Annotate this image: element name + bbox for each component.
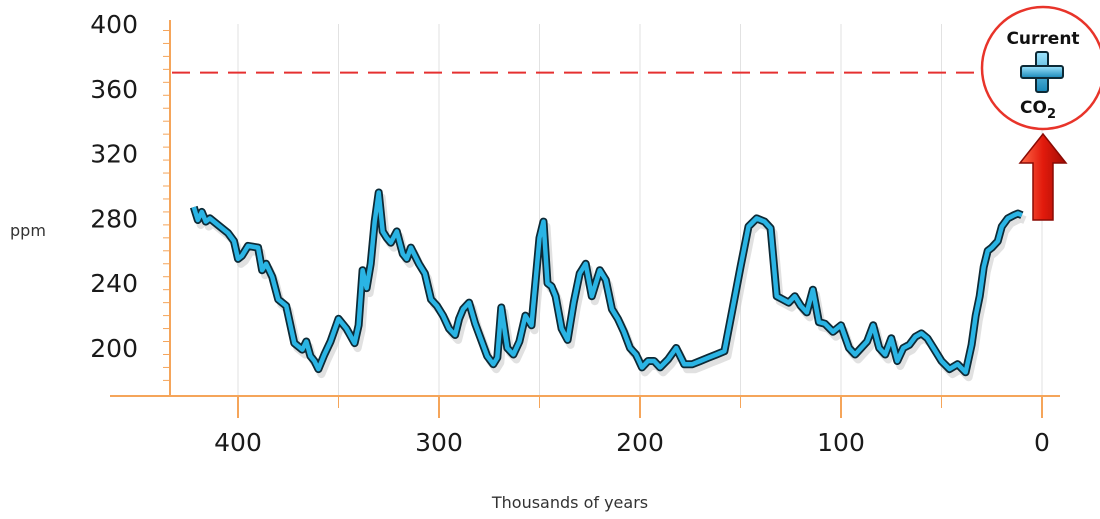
x-tick-label-300: 300 — [415, 428, 463, 457]
y-tick-label-320: 320 — [90, 140, 138, 169]
x-tick-label-200: 200 — [616, 428, 664, 457]
callout-current-label: Current — [1006, 29, 1079, 49]
x-tick-label-400: 400 — [214, 428, 262, 457]
y-tick-label-400: 400 — [90, 10, 138, 39]
x-axis-label: Thousands of years — [491, 493, 648, 512]
plus-icon — [1020, 51, 1064, 93]
co2-series — [189, 188, 1027, 382]
y-tick-label-280: 280 — [90, 204, 138, 233]
current-co2-callout: Current CO2 — [980, 5, 1100, 221]
co2-text: CO — [1020, 98, 1047, 118]
tick-labels: 200 240 280 320 360 400 400 300 200 100 0 — [90, 10, 1050, 457]
arrow-up-icon — [1018, 132, 1068, 221]
y-tick-label-240: 240 — [90, 269, 138, 298]
y-axis-label: ppm — [10, 221, 46, 240]
y-tick-label-200: 200 — [90, 334, 138, 363]
x-tick-label-0: 0 — [1034, 428, 1050, 457]
y-tick-label-360: 360 — [90, 75, 138, 104]
co2-subscript: 2 — [1047, 107, 1056, 122]
series-line — [191, 190, 1023, 375]
callout-co2-label: CO2 — [1020, 98, 1056, 122]
axes — [110, 20, 1060, 418]
x-tick-label-100: 100 — [817, 428, 865, 457]
